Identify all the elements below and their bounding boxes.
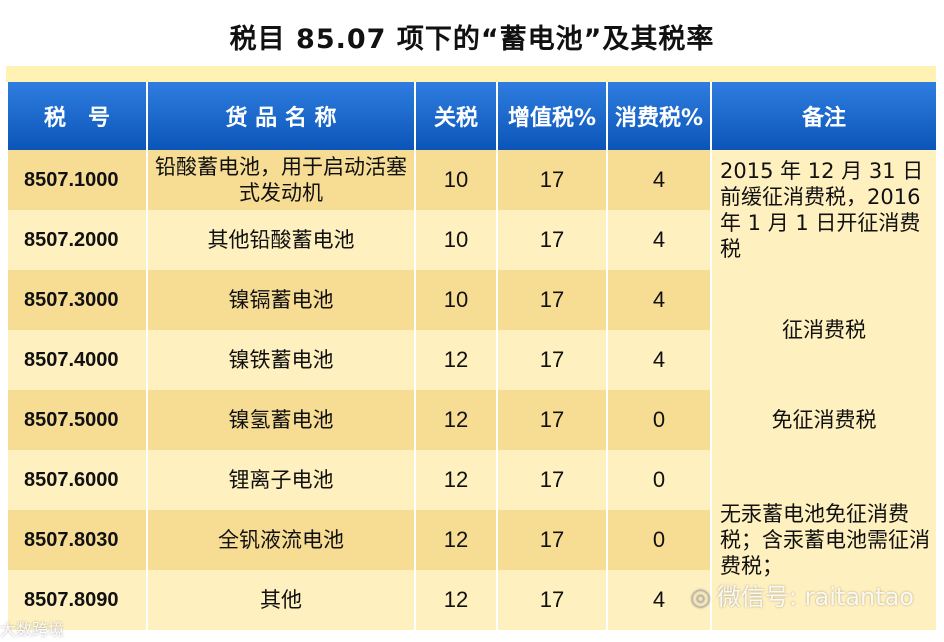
page-title: 税目 85.07 项下的“蓄电池”及其税率 bbox=[229, 24, 715, 55]
row-name: 其他 bbox=[146, 570, 416, 630]
row-tariff: 10 bbox=[414, 150, 498, 210]
row-name: 全钒液流电池 bbox=[146, 510, 416, 570]
row-vat: 17 bbox=[496, 390, 608, 450]
watermark: ◎ 微信号: raitantao bbox=[690, 577, 914, 612]
row-consumption: 4 bbox=[606, 570, 712, 630]
wechat-icon: ◎ bbox=[689, 583, 711, 611]
row-name: 镍铁蓄电池 bbox=[146, 330, 416, 390]
note-deferred: 2015 年 12 月 31 日前缓征消费税，2016 年 1 月 1 日开征消… bbox=[710, 150, 938, 270]
row-consumption: 0 bbox=[606, 390, 712, 450]
row-code: 8507.2000 bbox=[6, 210, 148, 270]
header-note: 备注 bbox=[710, 82, 938, 150]
row-code: 8507.4000 bbox=[6, 330, 148, 390]
row-vat: 17 bbox=[496, 450, 608, 510]
row-vat: 17 bbox=[496, 570, 608, 630]
row-tariff: 12 bbox=[414, 510, 498, 570]
table-row: 8507.6000 锂离子电池 12 17 0 无汞蓄电池免征消费税；含汞蓄电池… bbox=[6, 450, 938, 630]
row-consumption: 4 bbox=[606, 270, 712, 330]
header-code: 税 号 bbox=[6, 82, 148, 150]
row-name: 镍氢蓄电池 bbox=[146, 390, 416, 450]
header-consumption: 消费税% bbox=[606, 82, 712, 150]
row-name: 其他铅酸蓄电池 bbox=[146, 210, 416, 270]
row-name: 锂离子电池 bbox=[146, 450, 416, 510]
header-vat: 增值税% bbox=[496, 82, 608, 150]
row-name: 镍镉蓄电池 bbox=[146, 270, 416, 330]
row-code: 8507.8090 bbox=[6, 570, 148, 630]
row-vat: 17 bbox=[496, 330, 608, 390]
row-code: 8507.8030 bbox=[6, 510, 148, 570]
row-code: 8507.1000 bbox=[6, 150, 148, 210]
row-code: 8507.6000 bbox=[6, 450, 148, 510]
tax-rate-table: 税 号 货 品 名 称 关税 增值税% 消费税% 备注 8507.1000 铅酸… bbox=[6, 82, 938, 630]
table-header-row: 税 号 货 品 名 称 关税 增值税% 消费税% 备注 bbox=[6, 82, 938, 150]
row-vat: 17 bbox=[496, 150, 608, 210]
row-vat: 17 bbox=[496, 270, 608, 330]
row-consumption: 4 bbox=[606, 210, 712, 270]
table-row: 8507.3000 镍镉蓄电池 10 17 4 征消费税 bbox=[6, 270, 938, 390]
note-levied: 征消费税 bbox=[710, 270, 938, 390]
brand-watermark: 大数跨境 bbox=[0, 620, 65, 639]
row-tariff: 10 bbox=[414, 270, 498, 330]
table-top-band bbox=[6, 66, 936, 82]
watermark-text: 微信号: raitantao bbox=[716, 583, 914, 611]
row-name: 铅酸蓄电池，用于启动活塞式发动机 bbox=[146, 150, 416, 210]
row-consumption: 0 bbox=[606, 450, 712, 510]
row-tariff: 10 bbox=[414, 210, 498, 270]
row-consumption: 4 bbox=[606, 150, 712, 210]
row-code: 8507.5000 bbox=[6, 390, 148, 450]
table-row: 8507.5000 镍氢蓄电池 12 17 0 免征消费税 bbox=[6, 390, 938, 450]
row-tariff: 12 bbox=[414, 390, 498, 450]
row-tariff: 12 bbox=[414, 570, 498, 630]
table-row: 8507.4000 镍铁蓄电池 12 17 4 bbox=[6, 330, 937, 390]
table-row: 8507.1000 铅酸蓄电池，用于启动活塞式发动机 10 17 4 2015 … bbox=[6, 150, 938, 270]
row-consumption: 4 bbox=[606, 330, 712, 390]
header-name: 货 品 名 称 bbox=[146, 82, 416, 150]
row-vat: 17 bbox=[496, 210, 608, 270]
row-vat: 17 bbox=[496, 510, 608, 570]
row-tariff: 12 bbox=[414, 450, 498, 510]
header-tariff: 关税 bbox=[414, 82, 498, 150]
table-row: 8507.8030 全钒液流电池 12 17 0 bbox=[6, 510, 937, 570]
row-code: 8507.3000 bbox=[6, 270, 148, 330]
table-row: 8507.2000 其他铅酸蓄电池 10 17 4 bbox=[6, 210, 937, 270]
table-row: 8507.8090 其他 12 17 4 bbox=[6, 570, 937, 630]
note-exempt: 免征消费税 bbox=[710, 390, 938, 450]
note-mercury: 无汞蓄电池免征消费税；含汞蓄电池需征消费税； bbox=[710, 450, 938, 630]
row-tariff: 12 bbox=[414, 330, 498, 390]
row-consumption: 0 bbox=[606, 510, 712, 570]
